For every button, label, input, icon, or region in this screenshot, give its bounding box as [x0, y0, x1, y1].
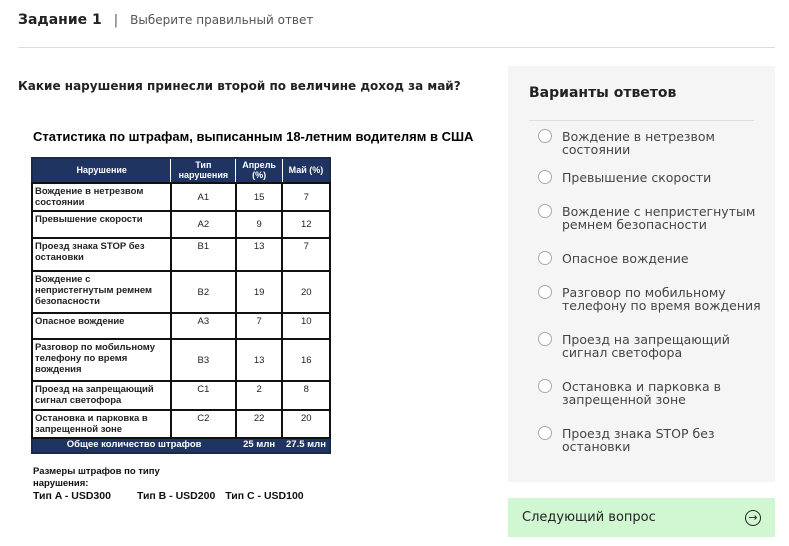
total-april: 25 млн	[235, 437, 283, 454]
april-cell: 7	[234, 312, 284, 340]
column-header: Май (%)	[281, 157, 331, 184]
april-cell: 13	[234, 338, 284, 382]
fine-type-c: Тип C - USD100	[225, 490, 304, 502]
april-cell: 22	[234, 409, 284, 439]
type-cell: B3	[169, 338, 237, 382]
column-header: Тип нарушения	[170, 157, 237, 184]
answer-option[interactable]: Проезд на запрещающий сигнал светофора	[538, 332, 768, 360]
radio-button[interactable]	[538, 379, 552, 393]
panel-divider	[529, 120, 754, 121]
next-question-button[interactable]: Следующий вопрос →	[508, 498, 775, 537]
total-may: 27.5 млн	[281, 437, 331, 454]
may-cell: 7	[281, 237, 331, 272]
answer-option[interactable]: Проезд знака STOP без остановки	[538, 426, 768, 454]
type-cell: B1	[169, 237, 237, 272]
answer-option[interactable]: Вождение с непристегнутым ремнем безопас…	[538, 204, 768, 232]
april-cell: 2	[234, 380, 284, 411]
april-cell: 9	[234, 210, 284, 239]
radio-button[interactable]	[538, 285, 552, 299]
fine-type-b: Тип B - USD200	[136, 490, 216, 502]
may-cell: 10	[281, 312, 331, 340]
violation-cell: Вождение в нетрезвом состоянии	[31, 182, 172, 212]
april-cell: 19	[234, 270, 284, 314]
may-cell: 12	[281, 210, 331, 239]
violation-cell: Проезд знака STOP без остановки	[31, 237, 172, 272]
violation-cell: Вождение с непристегнутым ремнем безопас…	[31, 270, 172, 314]
table-row: Проезд на запрещающий сигнал светофора C1…	[31, 380, 331, 411]
violation-cell: Проезд на запрещающий сигнал светофора	[31, 380, 172, 411]
radio-button[interactable]	[538, 204, 552, 218]
answer-option-label: Проезд на запрещающий сигнал светофора	[562, 332, 730, 360]
violation-cell: Превышение скорости	[31, 210, 172, 239]
header-separator: |	[113, 12, 119, 28]
statistics-figure: Статистика по штрафам, выписанным 18-лет…	[31, 129, 474, 502]
may-cell: 20	[281, 270, 331, 314]
figure-title: Статистика по штрафам, выписанным 18-лет…	[33, 129, 474, 144]
violation-cell: Опасное вождение	[31, 312, 172, 340]
column-header: Апрель (%)	[235, 157, 283, 184]
table-row: Разговор по мобильному телефону по время…	[31, 338, 331, 382]
header-divider	[18, 47, 775, 48]
fine-type-a: Тип A - USD300	[33, 490, 111, 502]
total-row: Общее количество штрафов 25 млн 27.5 млн	[31, 437, 331, 454]
answer-option-label: Превышение скорости	[562, 170, 712, 185]
may-cell: 20	[281, 409, 331, 439]
answer-option[interactable]: Остановка и парковка в запрещенной зоне	[538, 379, 768, 407]
fines-table: Нарушение Тип нарушения Апрель (%) Май (…	[31, 157, 331, 454]
notes-title: Размеры штрафов по типу нарушения:	[33, 466, 160, 489]
table-row: Опасное вождение A3 7 10	[31, 312, 331, 340]
task-header: Задание 1 | Выберите правильный ответ	[18, 12, 313, 28]
question-text: Какие нарушения принесли второй по велич…	[18, 79, 461, 93]
fine-sizes-note: Размеры штрафов по типу нарушения: Тип A…	[33, 466, 304, 502]
answer-option-label: Проезд знака STOP без остановки	[562, 426, 715, 454]
table-row: Вождение с непристегнутым ремнем безопас…	[31, 270, 331, 314]
type-cell: C1	[169, 380, 237, 411]
type-cell: A1	[169, 182, 237, 212]
next-question-label: Следующий вопрос	[522, 510, 656, 525]
type-cell: B2	[169, 270, 237, 314]
may-cell: 8	[281, 380, 331, 411]
may-cell: 7	[281, 182, 331, 212]
april-cell: 15	[234, 182, 284, 212]
task-instruction: Выберите правильный ответ	[130, 13, 314, 27]
type-cell: C2	[169, 409, 237, 439]
total-label: Общее количество штрафов	[31, 437, 237, 454]
task-number: Задание 1	[18, 12, 102, 28]
type-cell: A3	[169, 312, 237, 340]
violation-cell: Разговор по мобильному телефону по время…	[31, 338, 172, 382]
table-row: Превышение скорости A2 9 12	[31, 210, 331, 239]
arrow-right-circle-icon: →	[745, 509, 761, 526]
violation-cell: Остановка и парковка в запрещенной зоне	[31, 409, 172, 439]
radio-button[interactable]	[538, 332, 552, 346]
answer-option[interactable]: Опасное вождение	[538, 251, 768, 266]
answer-option[interactable]: Разговор по мобильному телефону по время…	[538, 285, 768, 313]
answer-option-label: Вождение с непристегнутым ремнем безопас…	[562, 204, 756, 232]
radio-button[interactable]	[538, 129, 552, 143]
radio-button[interactable]	[538, 426, 552, 440]
table-row: Проезд знака STOP без остановки B1 13 7	[31, 237, 331, 272]
answer-option-label: Остановка и парковка в запрещенной зоне	[562, 379, 722, 407]
answer-option-label: Вождение в нетрезвом состоянии	[562, 129, 715, 157]
radio-button[interactable]	[538, 251, 552, 265]
column-header: Нарушение	[31, 157, 172, 184]
may-cell: 16	[281, 338, 331, 382]
april-cell: 13	[234, 237, 284, 272]
table-row: Вождение в нетрезвом состоянии A1 15 7	[31, 182, 331, 212]
type-cell: A2	[169, 210, 237, 239]
radio-button[interactable]	[538, 170, 552, 184]
table-row: Остановка и парковка в запрещенной зоне C…	[31, 409, 331, 439]
answers-title: Варианты ответов	[529, 85, 677, 101]
answer-option-label: Разговор по мобильному телефону по время…	[562, 285, 761, 313]
answers-panel: Варианты ответов Вождение в нетрезвом со…	[508, 66, 775, 482]
answer-option-label: Опасное вождение	[562, 251, 689, 266]
answer-option[interactable]: Вождение в нетрезвом состоянии	[538, 129, 768, 157]
answer-option[interactable]: Превышение скорости	[538, 170, 768, 185]
